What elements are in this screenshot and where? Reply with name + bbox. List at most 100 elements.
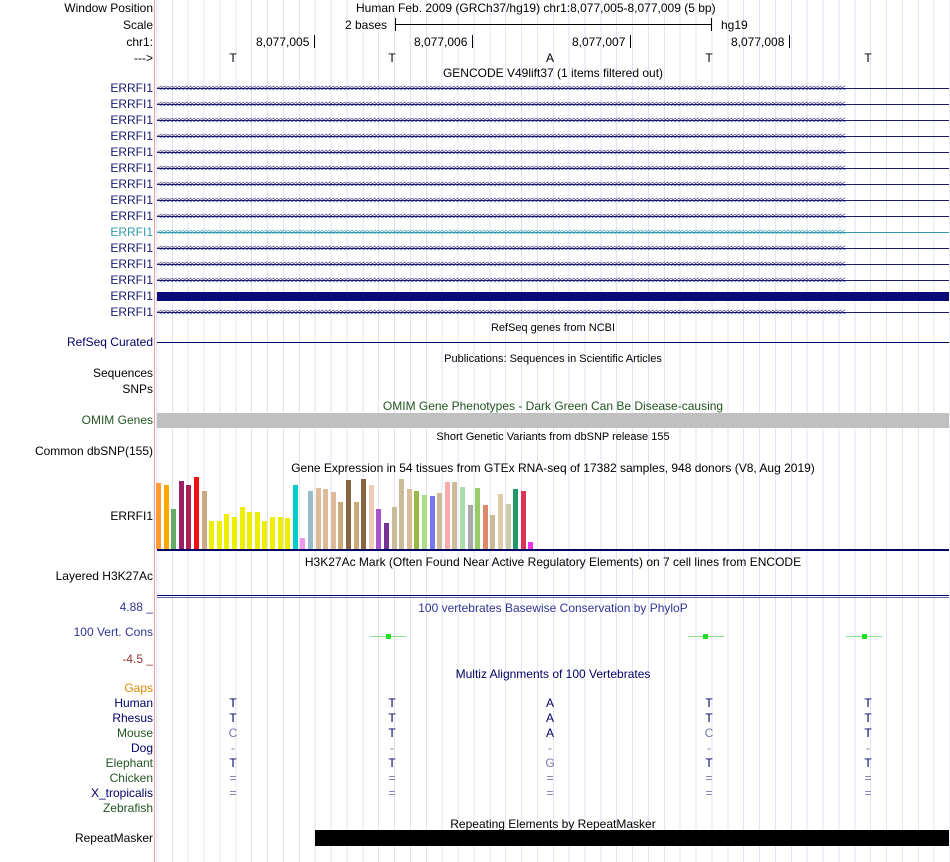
multiz-species-label[interactable]: Rhesus: [112, 711, 153, 725]
gtex-tissue-bar[interactable]: [429, 496, 435, 549]
gtex-tissue-bar[interactable]: [277, 517, 283, 549]
multiz-species-label[interactable]: X_tropicalis: [90, 786, 153, 800]
gtex-tissue-bar[interactable]: [391, 507, 397, 549]
refseq-label[interactable]: RefSeq Curated: [66, 335, 153, 349]
gencode-gene-label[interactable]: ERRFI1: [110, 113, 153, 127]
gtex-tissue-bar[interactable]: [254, 512, 260, 549]
gtex-tissue-bar[interactable]: [308, 491, 313, 549]
multiz-species-label[interactable]: Human: [114, 696, 153, 710]
gtex-tissue-bar[interactable]: [163, 485, 169, 549]
gtex-tissue-bar[interactable]: [399, 479, 405, 549]
phylop-label[interactable]: 100 Vert. Cons: [73, 625, 153, 639]
gencode-intron[interactable]: <<<<<<<<<<<<<<<<<<<<<<<<<<<<<<<<<<<<<<<<…: [157, 244, 949, 252]
gtex-tissue-bar[interactable]: [178, 481, 184, 549]
gtex-tissue-bar[interactable]: [186, 485, 192, 549]
gencode-intron[interactable]: <<<<<<<<<<<<<<<<<<<<<<<<<<<<<<<<<<<<<<<<…: [157, 132, 949, 140]
gencode-gene-label[interactable]: ERRFI1: [110, 145, 153, 159]
gtex-tissue-bar[interactable]: [361, 479, 367, 549]
gtex-tissue-bar[interactable]: [505, 504, 511, 549]
gencode-gene-label[interactable]: ERRFI1: [110, 257, 153, 271]
gencode-gene-label[interactable]: ERRFI1: [110, 81, 153, 95]
gtex-tissue-bar[interactable]: [482, 505, 488, 549]
gtex-tissue-bar[interactable]: [209, 521, 215, 549]
gtex-tissue-bar[interactable]: [353, 502, 359, 549]
publications-sequences-label[interactable]: Sequences: [92, 366, 153, 380]
gencode-intron[interactable]: <<<<<<<<<<<<<<<<<<<<<<<<<<<<<<<<<<<<<<<<…: [157, 100, 949, 108]
gencode-intron[interactable]: <<<<<<<<<<<<<<<<<<<<<<<<<<<<<<<<<<<<<<<<…: [157, 84, 949, 92]
gencode-intron[interactable]: <<<<<<<<<<<<<<<<<<<<<<<<<<<<<<<<<<<<<<<<…: [157, 180, 949, 188]
repeatmasker-feature[interactable]: [315, 830, 949, 846]
gtex-tissue-bar[interactable]: [528, 542, 534, 549]
gtex-label[interactable]: ERRFI1: [110, 509, 153, 523]
gtex-tissue-bar[interactable]: [452, 482, 458, 549]
refseq-track-title[interactable]: RefSeq genes from NCBI: [490, 322, 616, 334]
multiz-species-label[interactable]: Chicken: [109, 771, 153, 785]
gtex-tissue-bar[interactable]: [239, 507, 245, 549]
gencode-gene-label[interactable]: ERRFI1: [110, 241, 153, 255]
multiz-species-label[interactable]: Zebrafish: [102, 801, 153, 815]
gtex-tissue-bar[interactable]: [315, 488, 321, 549]
gencode-intron[interactable]: <<<<<<<<<<<<<<<<<<<<<<<<<<<<<<<<<<<<<<<<…: [157, 148, 949, 156]
gencode-exon[interactable]: [157, 292, 949, 301]
gtex-tissue-bar[interactable]: [384, 523, 389, 549]
gtex-tissue-bar[interactable]: [460, 487, 465, 549]
repeatmasker-track-title[interactable]: Repeating Elements by RepeatMasker: [450, 817, 656, 831]
omim-feature[interactable]: [157, 413, 949, 428]
gencode-gene-label[interactable]: ERRFI1: [110, 97, 153, 111]
omim-label[interactable]: OMIM Genes: [81, 413, 153, 427]
gtex-tissue-bar[interactable]: [414, 491, 420, 549]
gencode-intron[interactable]: <<<<<<<<<<<<<<<<<<<<<<<<<<<<<<<<<<<<<<<<…: [157, 276, 949, 284]
gtex-tissue-bar[interactable]: [232, 517, 237, 549]
gtex-tissue-bar[interactable]: [520, 491, 526, 549]
gtex-tissue-bar[interactable]: [467, 505, 473, 549]
h3k27ac-track-title[interactable]: H3K27Ac Mark (Often Found Near Active Re…: [304, 555, 802, 569]
multiz-species-label[interactable]: Elephant: [105, 756, 153, 770]
gencode-intron[interactable]: <<<<<<<<<<<<<<<<<<<<<<<<<<<<<<<<<<<<<<<<…: [157, 228, 949, 236]
refseq-line[interactable]: [157, 342, 949, 343]
h3k27ac-label[interactable]: Layered H3K27Ac: [55, 569, 153, 583]
gtex-tissue-bar[interactable]: [338, 502, 344, 549]
gencode-gene-label[interactable]: ERRFI1: [110, 209, 153, 223]
gtex-bar-chart[interactable]: [156, 476, 536, 549]
gtex-tissue-bar[interactable]: [262, 521, 268, 549]
gtex-tissue-bar[interactable]: [406, 489, 412, 549]
gencode-gene-label[interactable]: ERRFI1: [110, 225, 153, 239]
gtex-tissue-bar[interactable]: [285, 518, 291, 549]
gtex-tissue-bar[interactable]: [247, 512, 253, 549]
gtex-tissue-bar[interactable]: [475, 488, 481, 549]
repeatmasker-label[interactable]: RepeatMasker: [74, 831, 153, 845]
dbsnp-label[interactable]: Common dbSNP(155): [34, 444, 153, 458]
phylop-track-title[interactable]: 100 vertebrates Basewise Conservation by…: [418, 601, 688, 615]
gencode-intron[interactable]: <<<<<<<<<<<<<<<<<<<<<<<<<<<<<<<<<<<<<<<<…: [157, 212, 949, 220]
gencode-gene-label[interactable]: ERRFI1: [110, 289, 153, 303]
gtex-tissue-bar[interactable]: [323, 489, 329, 549]
gtex-tissue-bar[interactable]: [498, 494, 503, 549]
gtex-tissue-bar[interactable]: [330, 492, 336, 549]
gtex-tissue-bar[interactable]: [368, 485, 374, 549]
gtex-tissue-bar[interactable]: [224, 514, 230, 549]
gtex-tissue-bar[interactable]: [376, 509, 382, 549]
multiz-species-label[interactable]: Mouse: [116, 726, 153, 740]
gencode-gene-label[interactable]: ERRFI1: [110, 177, 153, 191]
gencode-gene-label[interactable]: ERRFI1: [110, 305, 153, 319]
gtex-tissue-bar[interactable]: [437, 493, 443, 549]
gencode-intron[interactable]: <<<<<<<<<<<<<<<<<<<<<<<<<<<<<<<<<<<<<<<<…: [157, 260, 949, 268]
chr-label[interactable]: chr1:: [126, 35, 153, 49]
gtex-track-title[interactable]: Gene Expression in 54 tissues from GTEx …: [291, 461, 815, 475]
strand-label[interactable]: --->: [134, 51, 153, 65]
gtex-tissue-bar[interactable]: [444, 482, 450, 549]
gtex-tissue-bar[interactable]: [422, 495, 427, 549]
gtex-tissue-bar[interactable]: [201, 491, 207, 549]
gencode-intron[interactable]: <<<<<<<<<<<<<<<<<<<<<<<<<<<<<<<<<<<<<<<<…: [157, 196, 949, 204]
gtex-tissue-bar[interactable]: [292, 485, 298, 549]
gencode-track-title[interactable]: GENCODE V49lift37 (1 items filtered out): [442, 66, 664, 80]
gtex-tissue-bar[interactable]: [513, 489, 519, 549]
gtex-tissue-bar[interactable]: [194, 477, 199, 549]
phylop-score[interactable]: [703, 634, 708, 639]
gencode-gene-label[interactable]: ERRFI1: [110, 161, 153, 175]
gencode-intron[interactable]: <<<<<<<<<<<<<<<<<<<<<<<<<<<<<<<<<<<<<<<<…: [157, 116, 949, 124]
publications-snps-label[interactable]: SNPs: [122, 382, 153, 396]
gencode-intron[interactable]: <<<<<<<<<<<<<<<<<<<<<<<<<<<<<<<<<<<<<<<<…: [157, 164, 949, 172]
gencode-gene-label[interactable]: ERRFI1: [110, 193, 153, 207]
gtex-tissue-bar[interactable]: [270, 517, 275, 549]
